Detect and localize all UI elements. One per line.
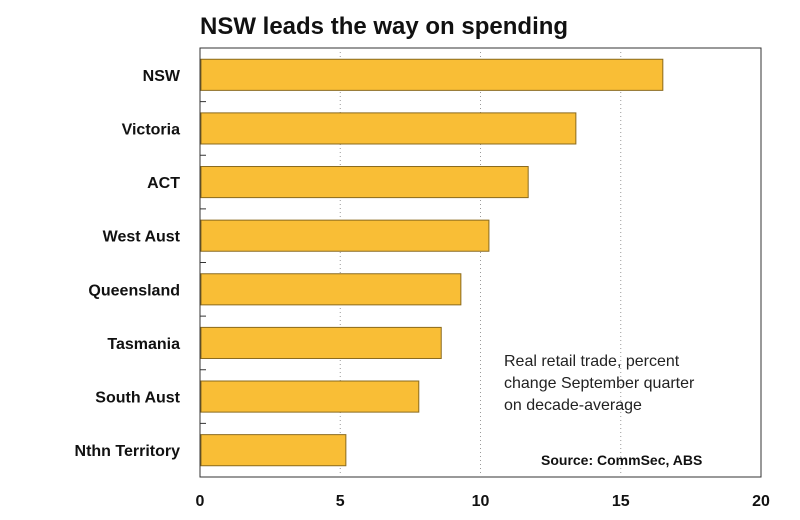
x-tick-label: 10 [472, 493, 490, 510]
category-label: Victoria [122, 121, 181, 138]
bar-nthn-territory [200, 434, 347, 467]
category-label: Tasmania [107, 336, 180, 353]
bar-queensland [200, 273, 462, 306]
category-label: NSW [143, 68, 181, 85]
x-tick-label: 0 [196, 493, 205, 510]
bar-south-aust [200, 380, 420, 413]
category-label: West Aust [103, 229, 181, 246]
x-tick-label: 20 [752, 493, 770, 510]
bar-nsw [200, 58, 664, 91]
source-note: Source: CommSec, ABS [541, 452, 702, 468]
annotation-line-1: Real retail trade, percent [504, 353, 680, 370]
category-label: Queensland [88, 282, 180, 299]
x-tick-label: 15 [612, 493, 630, 510]
category-label: Nthn Territory [75, 443, 181, 460]
bar-west-aust [200, 219, 490, 252]
x-axis-ticks: 0 5 10 15 20 [196, 493, 770, 510]
category-labels: NSW Victoria ACT West Aust Queensland Tasmani… [75, 68, 181, 460]
category-label: South Aust [95, 390, 180, 407]
bar-tasmania [200, 326, 442, 359]
bar-act [200, 166, 529, 199]
annotation-line-3: on decade-average [504, 397, 642, 414]
x-tick-label: 5 [336, 493, 345, 510]
category-label: ACT [147, 175, 180, 192]
bar-victoria [200, 112, 577, 145]
bars [200, 58, 664, 467]
grid-lines [200, 48, 622, 477]
annotation-line-2: change September quarter [504, 375, 695, 392]
chart-title: NSW leads the way on spending [200, 13, 568, 40]
